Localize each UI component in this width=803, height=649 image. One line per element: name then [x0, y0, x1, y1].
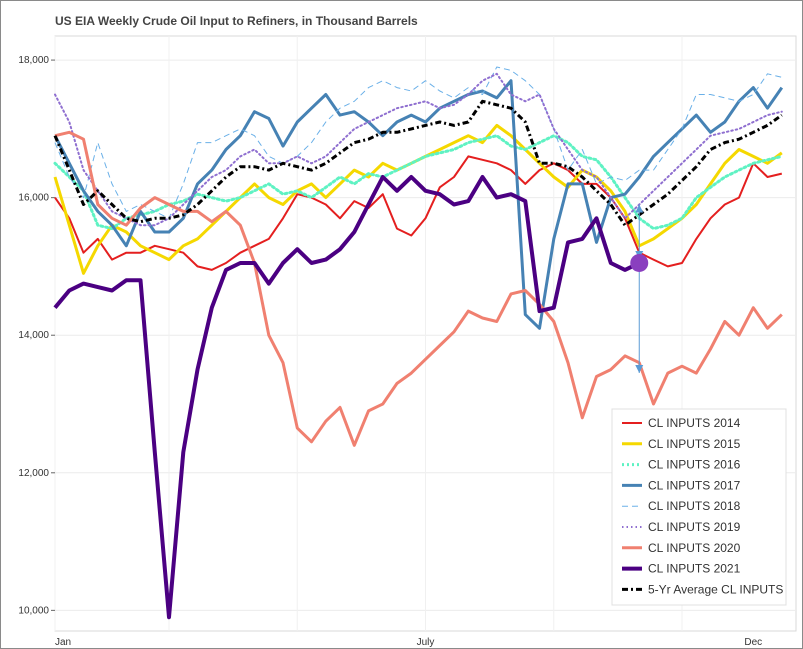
y-tick-label: 10,000 — [18, 605, 49, 616]
series-line-5-yr-average-cl-inputs — [53, 99, 783, 227]
chart-title: US EIA Weekly Crude Oil Input to Refiner… — [55, 14, 418, 28]
legend-label: CL INPUTS 2020 — [648, 541, 741, 555]
y-tick-label: 18,000 — [18, 55, 49, 66]
legend-label: 5-Yr Average CL INPUTS — [648, 582, 783, 596]
legend-box — [611, 408, 787, 606]
series-line-cl-inputs-2017 — [53, 79, 784, 330]
legend-label: CL INPUTS 2018 — [648, 499, 741, 513]
series-line-cl-inputs-2016 — [53, 134, 784, 231]
y-axis: 10,000 12,000 14,000 16,000 18,000 — [18, 55, 55, 616]
series-lines — [53, 66, 784, 620]
series-line-cl-inputs-2019 — [54, 72, 783, 227]
y-tick-label: 14,000 — [18, 330, 49, 341]
series-line-cl-inputs-2021 — [53, 175, 641, 620]
series-line-cl-inputs-2020 — [54, 130, 783, 447]
series-line-cl-inputs-2018 — [54, 66, 782, 219]
legend-label: CL INPUTS 2021 — [648, 562, 741, 576]
x-tick-label: Dec — [744, 637, 762, 648]
legend: CL INPUTS 2014 CL INPUTS 2015 CL INPUTS 20… — [611, 408, 787, 606]
x-axis: Jan July Dec — [55, 637, 762, 648]
legend-label: CL INPUTS 2019 — [648, 520, 741, 534]
legend-label: CL INPUTS 2016 — [648, 458, 741, 472]
x-tick-label: July — [417, 637, 435, 648]
y-tick-label: 12,000 — [18, 468, 49, 479]
range-arrow-down — [635, 365, 644, 374]
legend-label: CL INPUTS 2017 — [648, 478, 741, 492]
range-arrow-up — [635, 204, 644, 213]
x-tick-label: Jan — [55, 637, 71, 648]
annotations — [630, 204, 649, 374]
current-value-marker — [630, 253, 649, 272]
legend-label: CL INPUTS 2014 — [648, 416, 741, 430]
legend-label: CL INPUTS 2015 — [648, 437, 741, 451]
y-tick-label: 16,000 — [18, 193, 49, 204]
